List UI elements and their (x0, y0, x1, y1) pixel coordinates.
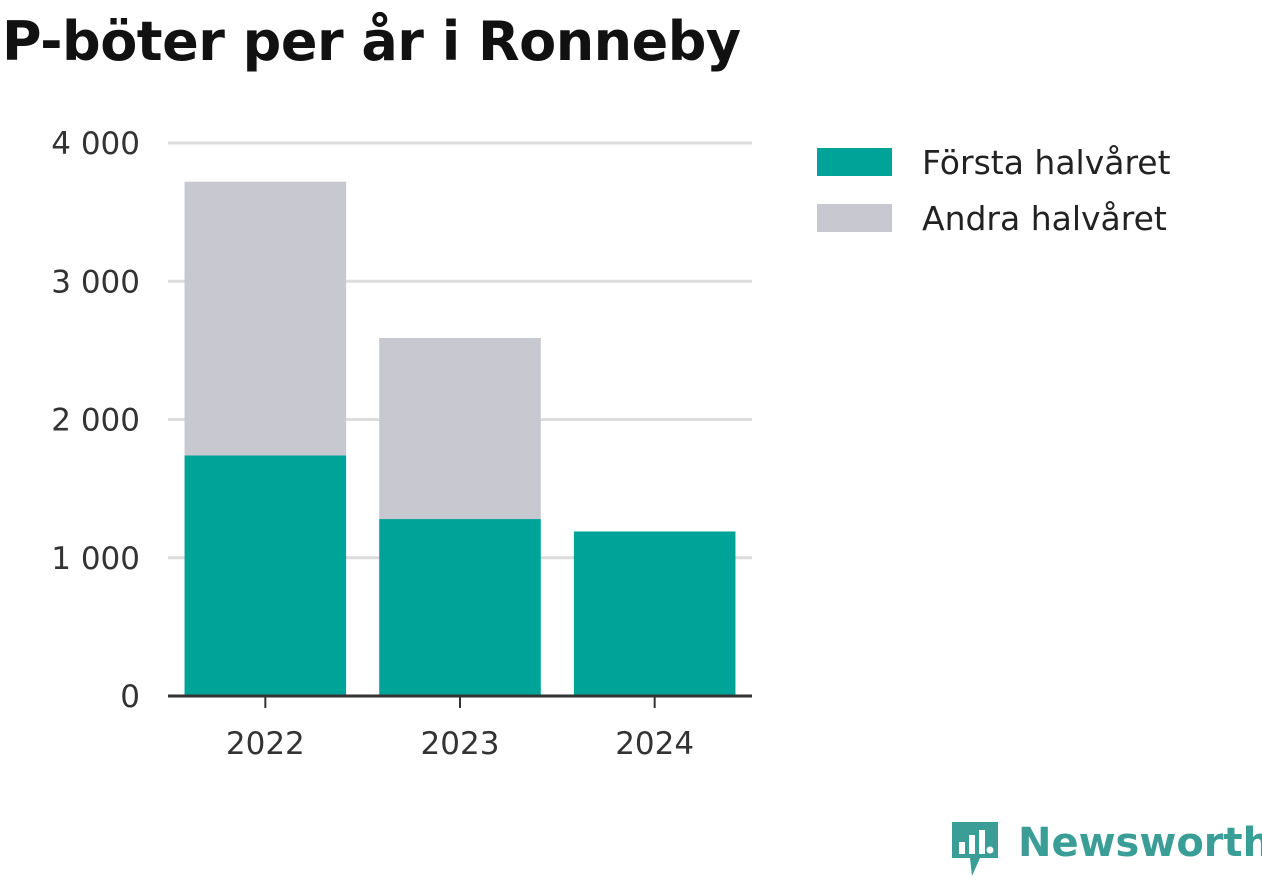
bar-2024-series-1 (573, 531, 736, 696)
bars (184, 181, 736, 696)
bar-2023-series-1 (379, 519, 541, 696)
x-tick-label-2022: 2022 (226, 726, 305, 762)
legend: Första halvåret Andra halvåret (817, 143, 1171, 238)
y-tick-label: 3 000 (51, 264, 140, 300)
logo-text: Newsworthy (1018, 820, 1262, 866)
chart-speech-bubble-icon (952, 822, 998, 876)
axes: 0 1 000 2 000 3 000 4 000 2022 2023 2024 (51, 126, 752, 762)
newsworthy-logo: Newsworthy (950, 818, 1262, 878)
x-tick-label-2023: 2023 (421, 726, 500, 762)
legend-swatch-series-1 (817, 148, 892, 176)
y-tick-label: 0 (120, 679, 140, 715)
bar-2022-series-2 (184, 181, 347, 456)
y-tick-label: 4 000 (51, 126, 140, 162)
y-tick-label: 1 000 (51, 541, 140, 577)
y-tick-label: 2 000 (51, 403, 140, 439)
legend-label-series-2: Andra halvåret (922, 199, 1167, 238)
bar-2023-series-2 (379, 337, 541, 520)
x-tick-label-2024: 2024 (615, 726, 694, 762)
chart-title: P-böter per år i Ronneby (2, 10, 741, 73)
legend-swatch-series-2 (817, 204, 892, 232)
legend-label-series-1: Första halvåret (922, 143, 1171, 182)
bar-2022-series-1 (184, 455, 347, 696)
